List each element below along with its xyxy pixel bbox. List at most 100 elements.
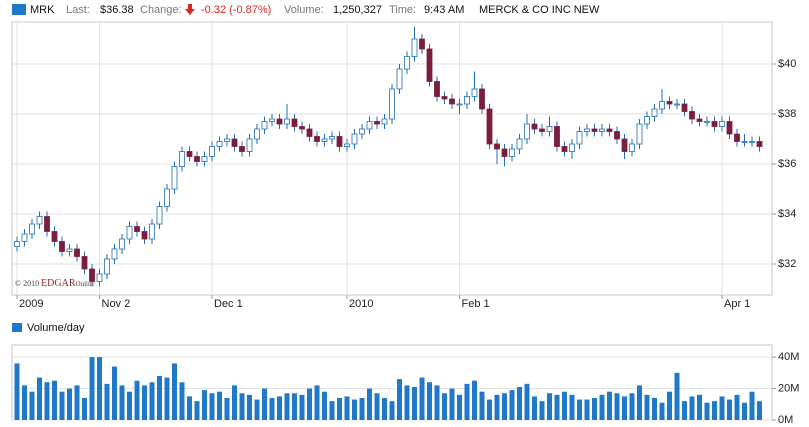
volume-bar (329, 401, 335, 420)
candle-body (36, 216, 43, 225)
candle-body (621, 138, 628, 152)
candle-body (119, 238, 125, 250)
candle-body (171, 166, 178, 190)
candle-body (111, 248, 118, 260)
volume-bar (239, 393, 245, 420)
candle-body (501, 148, 508, 157)
candle-body (434, 81, 440, 97)
volume-bar (704, 402, 710, 420)
y-tick-label: $40 (778, 58, 796, 70)
volume-bar (104, 383, 110, 420)
candle-body (96, 273, 103, 282)
volume-bar (539, 401, 545, 420)
volume-bar (382, 397, 387, 420)
volume-bar (727, 399, 732, 420)
candle-body (681, 103, 688, 112)
volume-bar (22, 385, 27, 420)
volume-bar (37, 377, 42, 420)
candle-body (719, 121, 725, 127)
x-tick-label: Nov 2 (102, 298, 131, 310)
volume-bar (509, 390, 515, 420)
volume-bar (464, 383, 470, 420)
last-label: Last: (66, 4, 90, 16)
candle-body (104, 258, 110, 275)
candle-body (509, 148, 515, 157)
volume-bar (172, 363, 177, 420)
candle-body (651, 108, 658, 117)
volume-bar (637, 385, 642, 420)
candle-body (441, 96, 448, 100)
candle-body (471, 88, 478, 97)
volume-bar (164, 377, 170, 420)
volume-icon (12, 323, 22, 332)
candle-body (726, 121, 733, 135)
volume-bar (284, 393, 290, 420)
volume-bar (734, 394, 740, 420)
volume-bar (689, 396, 695, 420)
time-label: Time: (389, 4, 416, 16)
volume-bar (644, 394, 650, 420)
volume-bar (112, 366, 117, 420)
candle-body (149, 223, 155, 240)
y-tick-label: $36 (778, 158, 796, 170)
volume-bar (524, 383, 530, 420)
volume-bar (427, 382, 432, 420)
volume-bar (667, 391, 672, 420)
volume-bar (89, 357, 95, 420)
candle-body (134, 226, 140, 232)
volume-bar (517, 386, 522, 420)
volume-bar (659, 402, 665, 420)
candle-body (314, 136, 320, 142)
candle-body (659, 101, 665, 110)
plot-layer: $32 $34 $36 $38 $40 2009 Nov 2 Dec 1 2010 Feb 1 Ap… (12, 22, 799, 426)
volume-bar (209, 393, 215, 420)
candle-body (59, 241, 65, 252)
candle-body (576, 131, 583, 145)
volume-bar (742, 402, 747, 420)
candle-body (696, 118, 703, 122)
company: MERCK & CO INC NEW (479, 4, 600, 16)
candle-body (269, 118, 275, 122)
candle-body (674, 103, 680, 106)
volume-bar (74, 385, 80, 420)
volume-bar (344, 396, 350, 420)
volume-bar (487, 399, 492, 420)
candle-body (141, 231, 148, 240)
down-arrow (185, 4, 195, 15)
candle-body (516, 138, 523, 150)
volume-bar (532, 396, 537, 420)
y-tick-label: $32 (778, 258, 796, 270)
candle-body (291, 118, 298, 127)
volume-bar (614, 393, 620, 420)
candle-body (636, 123, 643, 145)
candle-body (666, 101, 673, 105)
y-tick-label: 40M (778, 351, 799, 363)
candle-body (494, 143, 500, 150)
candle-body (644, 116, 650, 125)
watermark: © 2010 EDGAROnline (15, 278, 95, 289)
volume-bar (269, 397, 275, 420)
volume-bar (359, 397, 365, 420)
candle-body (81, 256, 88, 270)
volume-bar (277, 396, 282, 420)
volume-bar (494, 394, 500, 420)
candle-body (711, 121, 718, 127)
volume-bar (599, 394, 605, 420)
candle-body (426, 48, 433, 82)
candle-body (464, 96, 470, 105)
watermark-suffix: Online (76, 280, 95, 288)
symbol: MRK (30, 4, 55, 16)
volume-bar (607, 391, 612, 420)
volume-bar (419, 377, 425, 420)
volume-bar (502, 393, 507, 420)
candle-body (486, 108, 493, 145)
volume-bar (307, 388, 312, 420)
x-tick-label: 2009 (19, 298, 43, 310)
volume-bar (479, 391, 485, 420)
candle-body (126, 226, 133, 240)
volume-bar (412, 386, 417, 420)
volume-bar (194, 401, 200, 420)
volume-bar (712, 401, 717, 420)
